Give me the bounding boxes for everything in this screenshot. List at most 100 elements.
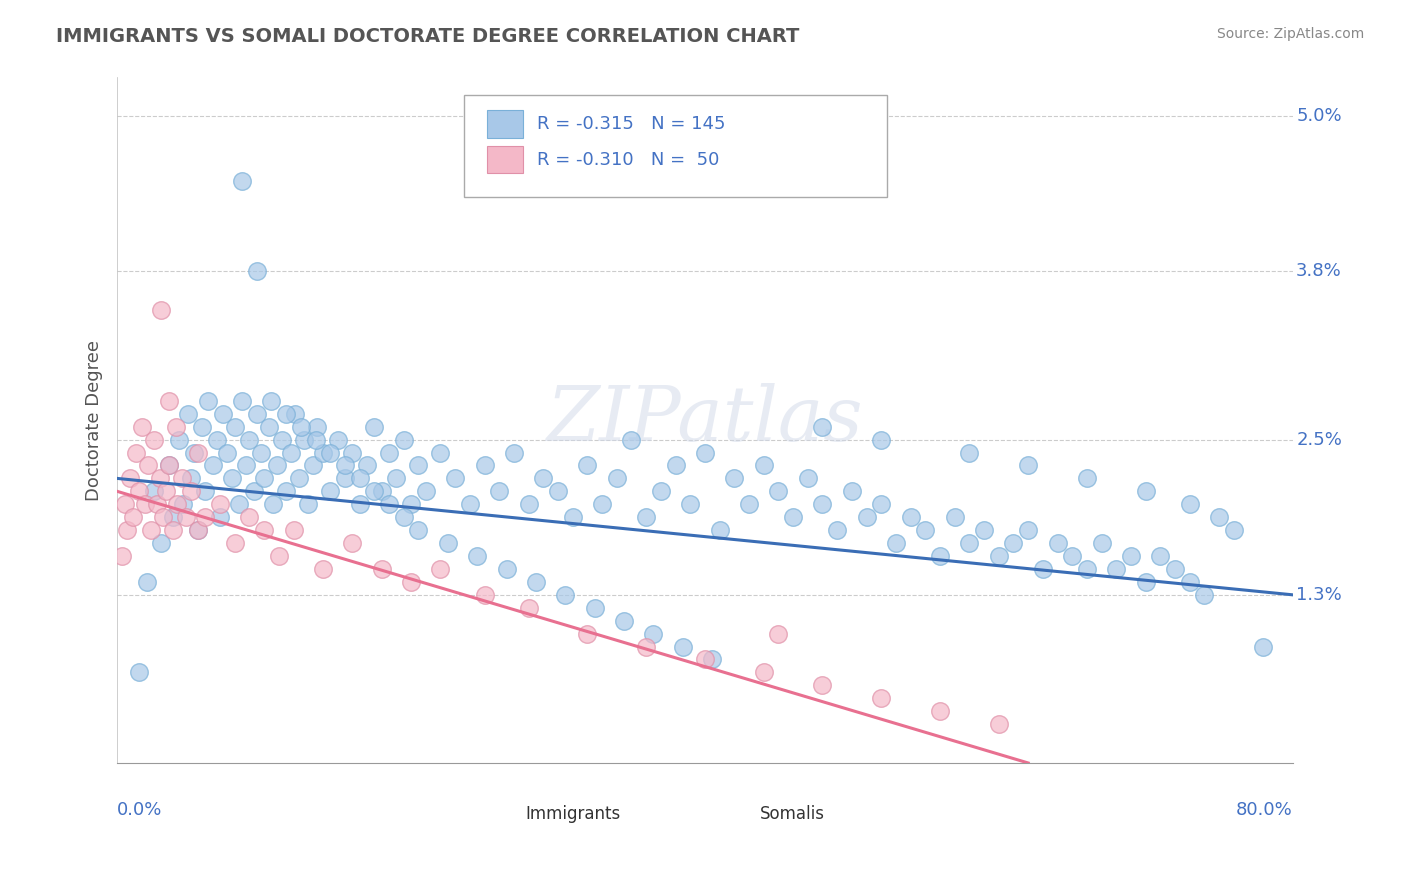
Point (170, 471, 193, 485)
Point (228, 497, 250, 511)
Point (561, 510, 583, 524)
Point (1251, 640, 1274, 654)
Point (238, 433, 260, 447)
Point (957, 536, 980, 550)
Point (150, 303, 173, 318)
Point (194, 510, 217, 524)
Point (1149, 549, 1171, 563)
Point (517, 497, 540, 511)
Point (1119, 549, 1142, 563)
Text: Immigrants: Immigrants (524, 805, 620, 823)
Point (547, 484, 569, 499)
Point (738, 497, 761, 511)
Text: 2.5%: 2.5% (1296, 431, 1343, 449)
Point (349, 497, 371, 511)
Point (253, 523, 276, 537)
Point (495, 562, 517, 576)
Point (166, 497, 188, 511)
Point (162, 510, 184, 524)
Point (167, 433, 190, 447)
Point (378, 497, 401, 511)
Text: 5.0%: 5.0% (1296, 107, 1341, 125)
Point (276, 407, 298, 421)
Point (301, 458, 323, 473)
Point (221, 471, 243, 485)
Point (205, 433, 228, 447)
Point (157, 458, 180, 473)
Point (782, 510, 804, 524)
Point (326, 433, 349, 447)
Point (855, 510, 877, 524)
Point (436, 536, 458, 550)
Point (1135, 484, 1157, 499)
Point (280, 445, 302, 459)
Point (884, 536, 907, 550)
Point (180, 484, 202, 499)
Point (283, 523, 305, 537)
Point (246, 407, 269, 421)
Point (257, 419, 280, 434)
Point (120, 471, 142, 485)
Point (606, 471, 628, 485)
Point (811, 497, 834, 511)
Point (591, 497, 613, 511)
Point (125, 445, 148, 459)
Point (811, 678, 834, 692)
Point (392, 433, 415, 447)
Point (768, 484, 790, 499)
Point (217, 445, 239, 459)
Point (370, 562, 392, 576)
Point (693, 652, 716, 666)
Point (1046, 536, 1069, 550)
Point (356, 458, 378, 473)
Point (1178, 574, 1201, 589)
Point (187, 523, 209, 537)
Point (172, 497, 194, 511)
Point (636, 510, 658, 524)
Point (333, 471, 356, 485)
Text: Source: ZipAtlas.com: Source: ZipAtlas.com (1216, 27, 1364, 41)
Point (1062, 549, 1084, 563)
Text: 3.8%: 3.8% (1296, 262, 1341, 280)
Point (209, 510, 232, 524)
Point (312, 445, 335, 459)
Point (1105, 562, 1128, 576)
Point (825, 523, 848, 537)
Point (194, 484, 217, 499)
Point (363, 419, 385, 434)
Point (679, 497, 702, 511)
Text: Somalis: Somalis (761, 805, 825, 823)
Point (474, 588, 496, 602)
Point (290, 419, 312, 434)
Point (319, 484, 342, 499)
Point (702, 652, 724, 666)
Text: 1.3%: 1.3% (1296, 586, 1341, 604)
Point (157, 458, 180, 473)
Point (752, 458, 775, 473)
Point (231, 174, 253, 188)
Point (392, 510, 415, 524)
Text: ZIPatlas: ZIPatlas (547, 384, 863, 458)
Point (235, 458, 257, 473)
Point (312, 562, 335, 576)
Point (305, 419, 328, 434)
FancyBboxPatch shape (464, 95, 887, 197)
Point (415, 484, 437, 499)
Point (270, 433, 292, 447)
Point (149, 471, 172, 485)
Point (973, 523, 995, 537)
Point (284, 407, 307, 421)
Point (201, 458, 224, 473)
Point (162, 523, 184, 537)
Point (224, 536, 246, 550)
Point (429, 562, 451, 576)
Point (385, 471, 408, 485)
Point (197, 393, 219, 408)
Point (709, 523, 731, 537)
Point (870, 497, 893, 511)
Point (187, 445, 209, 459)
Point (1076, 471, 1098, 485)
Point (1208, 510, 1230, 524)
Point (297, 497, 319, 511)
Point (128, 484, 150, 499)
